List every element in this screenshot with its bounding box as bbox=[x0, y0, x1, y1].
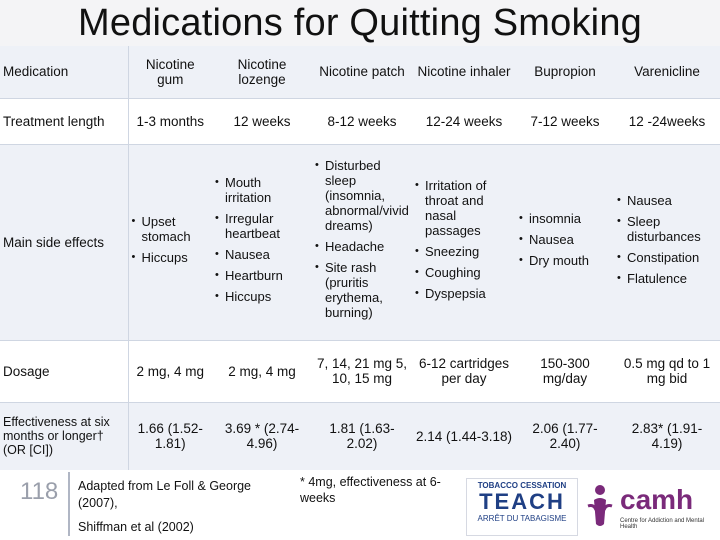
treatment-varenicline: 12 -24weeks bbox=[614, 98, 720, 145]
effects-inhaler: Irritation of throat and nasal passages … bbox=[412, 144, 516, 341]
effectiveness-bupropion: 2.06 (1.77-2.40) bbox=[516, 402, 614, 471]
row-label-dosage: Dosage bbox=[0, 340, 129, 403]
row-label-treatment: Treatment length bbox=[0, 98, 129, 145]
effectiveness-patch: 1.81 (1.63-2.02) bbox=[312, 402, 412, 471]
effects-lozenge: Mouth irritation Irregular heartbeat Nau… bbox=[212, 144, 312, 341]
effect-item: Nausea bbox=[519, 232, 611, 247]
effects-gum: Upset stomach Hiccups bbox=[128, 144, 212, 341]
effects-varenicline: Nausea Sleep disturbances Constipation F… bbox=[614, 144, 720, 341]
slide-title: Medications for Quitting Smoking bbox=[78, 2, 642, 44]
slide-number: 118 bbox=[20, 478, 59, 505]
camh-logo: camh Centre for Addiction and Mental Hea… bbox=[584, 478, 714, 534]
effect-item: Nausea bbox=[215, 247, 309, 262]
treatment-patch: 8-12 weeks bbox=[312, 98, 412, 145]
dosage-row: Dosage 2 mg, 4 mg 2 mg, 4 mg 7, 14, 21 m… bbox=[0, 340, 720, 403]
effect-item: Dry mouth bbox=[519, 253, 611, 268]
effect-item: Disturbed sleep (insomnia, abnormal/vivi… bbox=[315, 158, 409, 233]
effect-item: Headache bbox=[315, 239, 409, 254]
effects-patch: Disturbed sleep (insomnia, abnormal/vivi… bbox=[312, 144, 412, 341]
dosage-lozenge: 2 mg, 4 mg bbox=[212, 340, 312, 403]
dosage-gum: 2 mg, 4 mg bbox=[128, 340, 212, 403]
teach-logo-bottom: ARRÊT DU TABAGISME bbox=[477, 514, 567, 523]
effect-item: insomnia bbox=[519, 211, 611, 226]
title-band bbox=[0, 0, 720, 48]
treatment-inhaler: 12-24 weeks bbox=[412, 98, 516, 145]
col-header-inhaler: Nicotine inhaler bbox=[412, 46, 516, 99]
side-effects-row: Main side effects Upset stomach Hiccups … bbox=[0, 144, 720, 341]
col-header-patch: Nicotine patch bbox=[312, 46, 412, 99]
effect-item: Site rash (pruritis erythema, burning) bbox=[315, 260, 409, 320]
camh-symbol-icon bbox=[587, 485, 613, 526]
effect-item: Heartburn bbox=[215, 268, 309, 283]
effectiveness-lozenge: 3.69 * (2.74-4.96) bbox=[212, 402, 312, 471]
camh-logo-sub: Centre for Addiction and Mental Health bbox=[620, 518, 705, 530]
footnote: * 4mg, effectiveness at 6-weeks bbox=[300, 475, 441, 505]
col-header-bupropion: Bupropion bbox=[516, 46, 614, 99]
dosage-patch: 7, 14, 21 mg 5, 10, 15 mg bbox=[312, 340, 412, 403]
effect-item: Hiccups bbox=[215, 289, 309, 304]
medications-table: Medication Nicotine gum Nicotine lozenge… bbox=[0, 46, 720, 471]
effectiveness-gum: 1.66 (1.52-1.81) bbox=[128, 402, 212, 471]
effectiveness-inhaler: 2.14 (1.44-3.18) bbox=[412, 402, 516, 471]
row-label-side-effects: Main side effects bbox=[0, 144, 129, 341]
effect-item: Mouth irritation bbox=[215, 175, 309, 205]
effect-item: Sneezing bbox=[415, 244, 513, 259]
effectiveness-varenicline: 2.83* (1.91-4.19) bbox=[614, 402, 720, 471]
treatment-gum: 1-3 months bbox=[128, 98, 212, 145]
effect-item: Nausea bbox=[617, 193, 717, 208]
dosage-inhaler: 6-12 cartridges per day bbox=[412, 340, 516, 403]
citation: Adapted from Le Foll & George (2007), bbox=[78, 479, 252, 510]
effect-item: Sleep disturbances bbox=[617, 214, 717, 244]
effect-item: Coughing bbox=[415, 265, 513, 280]
citation-secondary: Shiffman et al (2002) bbox=[78, 520, 194, 534]
teach-logo: TOBACCO CESSATION TEACH ARRÊT DU TABAGIS… bbox=[466, 478, 578, 536]
treatment-bupropion: 7-12 weeks bbox=[516, 98, 614, 145]
row-label-medication: Medication bbox=[0, 46, 129, 99]
header-row: Medication Nicotine gum Nicotine lozenge… bbox=[0, 46, 720, 99]
col-header-varenicline: Varenicline bbox=[614, 46, 720, 99]
dosage-bupropion: 150-300 mg/day bbox=[516, 340, 614, 403]
effectiveness-row: Effectiveness at six months or longer† (… bbox=[0, 402, 720, 471]
effect-item: Dyspepsia bbox=[415, 286, 513, 301]
effect-item: Upset stomach bbox=[132, 214, 210, 244]
teach-logo-top: TOBACCO CESSATION bbox=[477, 481, 567, 490]
effects-bupropion: insomnia Nausea Dry mouth bbox=[516, 144, 614, 341]
camh-logo-word: camh bbox=[620, 484, 694, 515]
treatment-row: Treatment length 1-3 months 12 weeks 8-1… bbox=[0, 98, 720, 145]
teach-logo-main: TEACH bbox=[479, 489, 565, 514]
col-header-gum: Nicotine gum bbox=[128, 46, 212, 99]
effect-item: Constipation bbox=[617, 250, 717, 265]
row-label-effectiveness: Effectiveness at six months or longer† (… bbox=[0, 402, 129, 471]
slide-number-divider bbox=[68, 472, 70, 536]
dosage-varenicline: 0.5 mg qd to 1 mg bid bbox=[614, 340, 720, 403]
effect-item: Flatulence bbox=[617, 271, 717, 286]
effect-item: Hiccups bbox=[132, 250, 210, 265]
effect-item: Irregular heartbeat bbox=[215, 211, 309, 241]
col-header-lozenge: Nicotine lozenge bbox=[212, 46, 312, 99]
treatment-lozenge: 12 weeks bbox=[212, 98, 312, 145]
effect-item: Irritation of throat and nasal passages bbox=[415, 178, 513, 238]
